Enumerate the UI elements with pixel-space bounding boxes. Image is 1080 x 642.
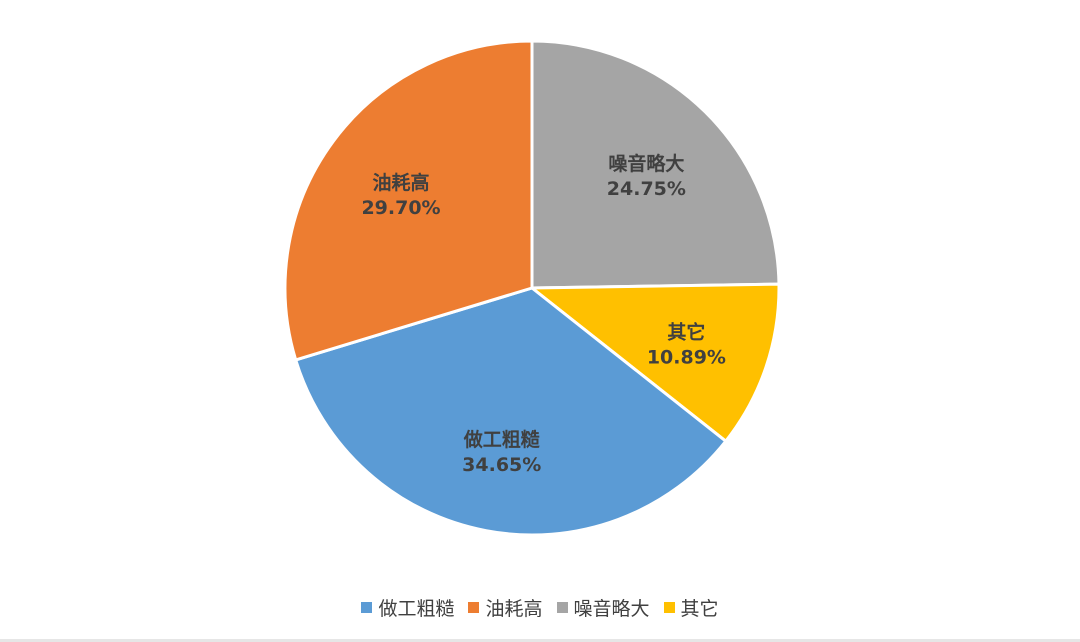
slice-category-label: 做工粗糙 <box>463 428 540 451</box>
pie-slice-qita[interactable] <box>530 282 781 443</box>
legend-label: 噪音略大 <box>573 597 650 620</box>
legend-item-youhaogao[interactable]: 油耗高 <box>468 594 543 621</box>
legend-label: 做工粗糙 <box>378 597 455 620</box>
legend-item-zuogongcucao[interactable]: 做工粗糙 <box>361 594 454 621</box>
slice-value-label: 10.89% <box>647 346 726 368</box>
slice-value-label: 29.70% <box>361 197 440 219</box>
slice-value-label: 34.65% <box>462 454 541 476</box>
legend-swatch <box>468 601 480 613</box>
legend-label: 其它 <box>680 597 719 620</box>
legend-swatch <box>663 601 675 613</box>
bottom-divider <box>0 639 1080 642</box>
pie-slices <box>283 39 781 537</box>
legend-swatch <box>556 601 568 613</box>
pie-slice-zaoyinluoda[interactable] <box>530 39 781 290</box>
legend: 做工粗糙 油耗高 噪音略大 其它 <box>0 592 1080 622</box>
pie-slice-youhaogao[interactable] <box>283 39 534 362</box>
legend-item-zaoyinluoda[interactable]: 噪音略大 <box>556 594 650 621</box>
slice-category-label: 噪音略大 <box>608 152 684 175</box>
slice-value-label: 24.75% <box>607 178 686 200</box>
pie-labels: 噪音略大 24.75% 其它 10.89% 做工粗糙 34.65% 油耗高 29.70% <box>361 152 726 476</box>
legend-swatch <box>361 601 373 613</box>
slice-category-label: 其它 <box>667 320 705 343</box>
pie-slice-zuogongcucao[interactable] <box>294 286 728 537</box>
legend-item-qita[interactable]: 其它 <box>663 594 719 621</box>
slice-category-label: 油耗高 <box>373 171 430 194</box>
legend-label: 油耗高 <box>485 597 543 620</box>
